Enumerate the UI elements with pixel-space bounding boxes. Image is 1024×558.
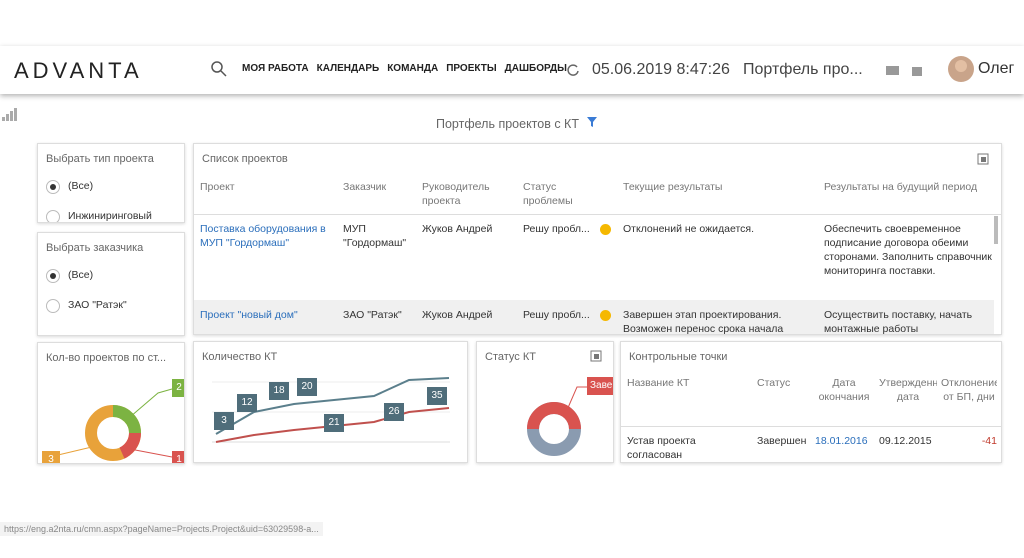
radio-label[interactable]: Инжиниринговый	[68, 210, 152, 222]
radio[interactable]	[46, 299, 60, 313]
column-header: Название КТ	[627, 377, 690, 389]
page-name: Портфель про...	[743, 61, 863, 78]
column-header: Результаты на будущий период	[824, 181, 978, 193]
donut	[57, 388, 173, 461]
radio-label[interactable]: ЗАО "Ратэк"	[68, 299, 127, 311]
panel-title: Список проектов	[202, 153, 288, 165]
nav-item[interactable]: КАЛЕНДАРЬ	[316, 63, 380, 74]
point-label: 12	[237, 394, 257, 412]
column-header: Заказчик	[343, 181, 387, 193]
scrollbar[interactable]	[994, 216, 998, 244]
cell: -41	[981, 435, 997, 447]
cell: 18.01.2016	[815, 435, 868, 447]
projects-panel: Список проектов Проект Заказчик Руководите…	[193, 143, 1002, 335]
user-name[interactable]: Олег	[978, 60, 1015, 77]
point-label: 35	[427, 387, 447, 405]
point-label: 18	[269, 382, 289, 400]
cell: Решу пробл...	[523, 223, 590, 235]
cell: Устав проекта согласован	[627, 435, 696, 461]
count-by-status-panel: Кол-во проектов по ст... 2 3 1	[37, 342, 185, 464]
panel-title: Контрольные точки	[629, 351, 728, 363]
filter-title: Выбрать заказчика	[46, 242, 144, 254]
cell: 09.12.2015	[879, 435, 932, 447]
expand-icon[interactable]	[590, 350, 602, 362]
expand-icon[interactable]	[977, 153, 989, 165]
radio-label[interactable]: (Все)	[68, 269, 94, 281]
column-header: Текущие результаты	[623, 181, 723, 193]
signal-icon	[2, 108, 17, 121]
nav: МОЯ РАБОТА КАЛЕНДАРЬ КОМАНДА ПРОЕКТЫ ДАШБОРД…	[242, 63, 567, 74]
point-label: 20	[297, 378, 317, 396]
filter-box: Выбрать заказчика (Все) ЗАО "Ратэк"	[37, 232, 185, 336]
page-title: Портфель проектов с КТ	[436, 117, 579, 131]
cell: Жуков Андрей	[422, 223, 493, 235]
cell: Завершен этап проектирования. Возможен п…	[623, 309, 784, 334]
column-header: Проект	[200, 181, 235, 193]
panel-title: Количество КТ	[202, 351, 278, 363]
column-header: Статус	[757, 377, 791, 389]
status-bar: https://eng.a2nta.ru/cmn.aspx?pageName=P…	[0, 522, 323, 536]
point-label: 3	[214, 412, 234, 430]
refresh-icon[interactable]	[566, 63, 580, 77]
cell: Осуществить поставку, начать монтажные р…	[824, 309, 973, 334]
avatar[interactable]	[948, 56, 974, 82]
radio[interactable]	[46, 180, 60, 194]
divider	[194, 214, 1001, 215]
radio-dot	[50, 184, 56, 190]
status-dot	[600, 310, 611, 321]
row-bg	[194, 300, 994, 334]
panel-title: Статус КТ	[485, 351, 536, 363]
column-header: Статус проблемы	[523, 181, 573, 207]
search-icon[interactable]	[210, 60, 228, 78]
nav-item[interactable]: ДАШБОРДЫ	[504, 63, 567, 74]
panel-title: Кол-во проектов по ст...	[46, 352, 167, 364]
cell: Жуков Андрей	[422, 309, 493, 321]
radio[interactable]	[46, 210, 60, 222]
radio-dot	[50, 273, 56, 279]
logo[interactable]: ADVANTA	[14, 58, 143, 83]
radio-label[interactable]: (Все)	[68, 180, 94, 192]
status-kt-panel: Статус КТ Завер	[476, 341, 614, 463]
divider	[621, 426, 1001, 427]
line-chart	[212, 377, 450, 443]
filter-title: Выбрать тип проекта	[46, 153, 154, 165]
point-label: 26	[384, 403, 404, 421]
donut-label: 3	[42, 451, 60, 463]
datetime: 05.06.2019 8:47:26	[592, 61, 730, 78]
radio[interactable]	[46, 269, 60, 283]
kt-count-panel: Количество КТ 3 12 18 20 21 26 35	[193, 341, 468, 463]
nav-item[interactable]: КОМАНДА	[387, 63, 439, 74]
column-header: Руководитель проекта	[422, 181, 490, 207]
project-link[interactable]: Проект "новый дом"	[200, 309, 298, 321]
filter-box: Выбрать тип проекта (Все) Инжиниринговый	[37, 143, 185, 223]
checkpoints-panel: Контрольные точки Название КТ Статус Дата …	[620, 341, 1002, 463]
column-header: Дата окончания	[818, 377, 870, 403]
cell: Завершен	[757, 435, 807, 447]
point-label: 21	[324, 414, 344, 432]
icons[interactable]	[886, 64, 926, 78]
cell: Отклонений не ожидается.	[623, 223, 755, 235]
donut-label: 2	[172, 379, 184, 397]
cell: Решу пробл...	[523, 309, 590, 321]
cell: МУП "Гордормаш"	[343, 223, 407, 249]
filter-icon[interactable]	[587, 117, 597, 127]
cell: Обеспечить своевременное подписание дого…	[824, 223, 992, 277]
project-link[interactable]: Поставка оборудования в МУП "Гордормаш"	[200, 223, 326, 249]
donut	[527, 386, 587, 456]
column-header: Утвержденная дата	[879, 377, 937, 403]
column-header: Отклонение от БП, дни	[941, 377, 997, 403]
nav-item[interactable]: ПРОЕКТЫ	[446, 63, 497, 74]
header: ADVANTA МОЯ РАБОТА КАЛЕНДАРЬ КОМАНДА ПРОЕКТ…	[0, 46, 1024, 94]
status-dot	[600, 224, 611, 235]
donut-label: 1	[172, 451, 184, 463]
donut-label: Завер	[587, 377, 613, 395]
cell: ЗАО "Ратэк"	[343, 309, 402, 321]
nav-item[interactable]: МОЯ РАБОТА	[242, 63, 309, 74]
